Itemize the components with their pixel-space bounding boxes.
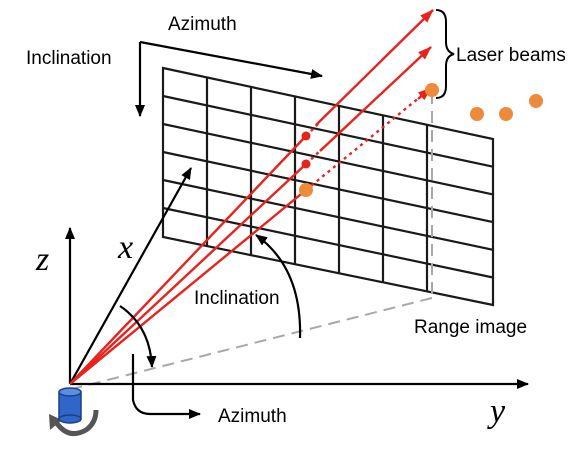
range-point-on-grid <box>299 183 313 197</box>
projection-lines <box>67 92 433 391</box>
coordinate-axes <box>65 167 529 389</box>
beam-point-2 <box>301 159 311 169</box>
y-axis-label: y <box>487 393 506 430</box>
inclination-top-label: Inclination <box>26 48 112 69</box>
rotation-arrowhead <box>49 414 62 430</box>
rotation-arrow-icon <box>53 409 99 437</box>
laser-beams <box>69 9 434 385</box>
laser-beams-label: Laser beams <box>456 45 566 66</box>
range-image-label: Range image <box>414 317 527 338</box>
range-point-top <box>425 83 439 97</box>
inclination-mid-arrow <box>255 234 302 339</box>
ellipsis-dots <box>470 94 543 121</box>
angle-arc-near-origin <box>119 305 157 368</box>
azimuth-top-arrow <box>139 40 323 79</box>
beam-point-1 <box>301 131 311 141</box>
x-axis-label: x <box>117 229 133 266</box>
laser-beams-brace <box>435 9 455 99</box>
azimuth-top-label: Azimuth <box>168 14 237 35</box>
lidar-sensor-icon <box>58 387 82 424</box>
z-axis-label: z <box>35 241 49 278</box>
x-axis <box>69 167 192 385</box>
inclination-mid-label: Inclination <box>194 288 280 309</box>
azimuth-bottom-arrow <box>131 354 201 419</box>
azimuth-bottom-label: Azimuth <box>218 406 287 427</box>
range-image-grid <box>161 66 495 307</box>
